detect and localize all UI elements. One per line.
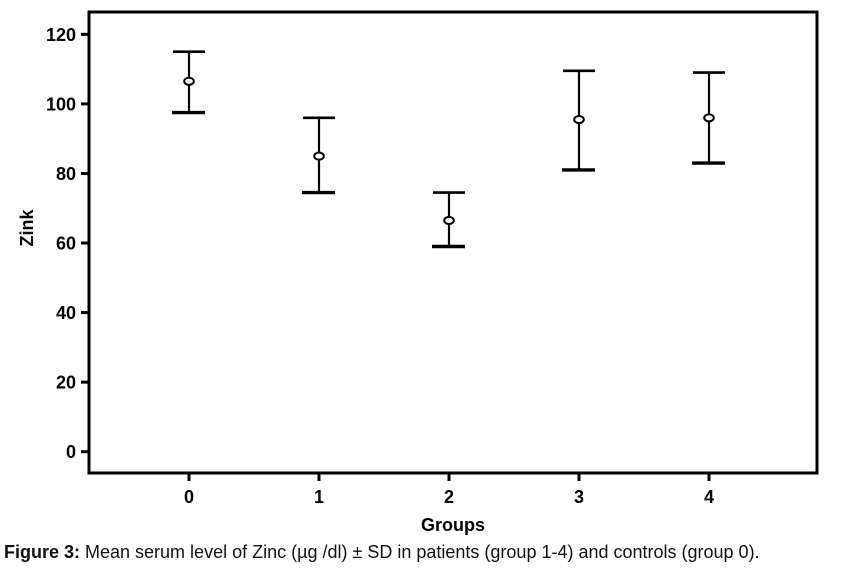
y-tick-label-100: 100 xyxy=(46,94,76,114)
figure-caption: Figure 3: Mean serum level of Zinc (µg /… xyxy=(4,540,862,564)
y-tick-label-120: 120 xyxy=(46,25,76,45)
caption-body-text: Mean serum level of Zinc (µg /dl) ± SD i… xyxy=(80,542,760,562)
x-axis-title: Groups xyxy=(421,515,485,535)
y-axis-title: Zink xyxy=(17,209,37,247)
plot-border xyxy=(87,10,819,475)
y-tick-label-80: 80 xyxy=(56,164,76,184)
zinc-errorbar-chart: 0 20 40 60 80 100 120 0 1 2 3 4 Zink Groups xyxy=(17,10,819,535)
x-tick-label-2: 2 xyxy=(444,487,454,507)
x-tick-label-3: 3 xyxy=(574,487,584,507)
mean-marker-group-4 xyxy=(703,113,715,123)
mean-marker-group-0 xyxy=(183,76,195,86)
mean-marker-group-2 xyxy=(443,215,455,226)
y-tick-label-20: 20 xyxy=(56,373,76,393)
mean-marker-group-3 xyxy=(573,114,585,125)
x-tick-label-4: 4 xyxy=(704,487,714,507)
mean-marker-group-1 xyxy=(313,151,325,161)
caption-figure-label: Figure 3: xyxy=(4,542,81,562)
x-tick-label-0: 0 xyxy=(184,487,194,507)
y-tick-label-40: 40 xyxy=(56,303,76,323)
y-tick-label-0: 0 xyxy=(66,442,76,462)
x-tick-label-1: 1 xyxy=(314,487,324,507)
y-tick-label-60: 60 xyxy=(56,234,76,254)
